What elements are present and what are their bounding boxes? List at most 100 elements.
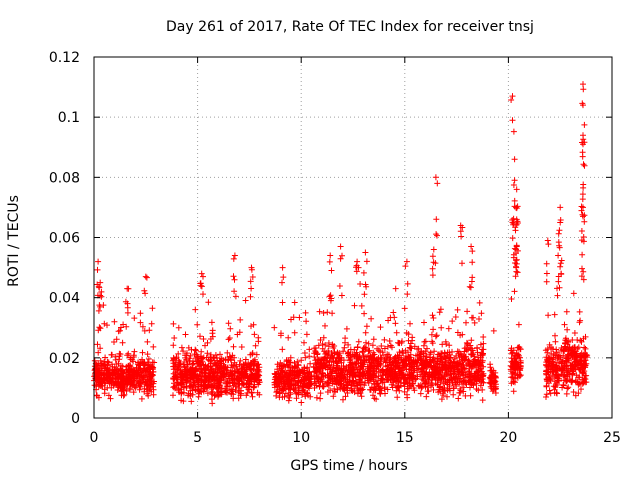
data-point — [580, 102, 586, 109]
data-point — [420, 365, 427, 372]
data-point — [230, 395, 237, 402]
data-point — [345, 349, 352, 356]
data-point — [94, 341, 101, 348]
data-point — [342, 393, 349, 400]
data-point — [575, 390, 582, 397]
data-point — [139, 323, 146, 330]
data-point — [568, 378, 575, 385]
data-point — [415, 353, 422, 359]
data-point — [363, 344, 369, 351]
data-point — [581, 218, 588, 225]
data-points — [91, 81, 591, 407]
data-point — [303, 318, 310, 325]
data-point — [178, 344, 185, 351]
data-point — [574, 361, 581, 368]
data-point — [551, 378, 558, 385]
data-point — [433, 332, 440, 339]
data-point — [113, 336, 120, 343]
data-point — [543, 270, 550, 277]
data-point — [459, 260, 465, 267]
data-point — [204, 390, 211, 397]
data-point — [247, 278, 254, 285]
data-point — [569, 377, 576, 384]
data-point — [512, 273, 519, 280]
data-point — [185, 344, 192, 351]
data-point — [241, 371, 248, 378]
data-point — [459, 224, 466, 231]
data-point — [120, 321, 127, 328]
data-point — [543, 278, 550, 285]
data-point — [578, 338, 585, 345]
data-point — [240, 381, 247, 388]
data-point — [397, 376, 404, 383]
data-point — [430, 326, 437, 333]
data-point — [117, 327, 123, 334]
data-point — [91, 372, 98, 378]
data-point — [405, 331, 412, 338]
data-point — [104, 384, 111, 391]
data-point — [214, 369, 221, 376]
data-point — [430, 386, 437, 393]
data-point — [329, 341, 336, 348]
data-point — [306, 353, 313, 360]
y-tick-labels: 0 0.02 0.04 0.06 0.08 0.1 0.12 — [49, 50, 80, 427]
data-point — [569, 345, 575, 352]
data-point — [179, 377, 186, 383]
data-point — [340, 348, 347, 355]
data-point — [361, 310, 368, 317]
data-point — [580, 161, 587, 168]
data-point — [191, 371, 198, 377]
data-point — [131, 348, 138, 355]
data-point — [418, 383, 425, 390]
data-point — [554, 352, 561, 359]
data-point — [231, 359, 238, 366]
data-point — [578, 386, 584, 393]
data-point — [445, 325, 452, 332]
data-point — [317, 379, 324, 386]
data-point — [372, 381, 379, 388]
data-point — [404, 291, 411, 298]
data-point — [391, 368, 398, 375]
data-point — [302, 391, 308, 398]
data-point — [198, 283, 205, 290]
data-point — [582, 353, 589, 359]
data-point — [492, 390, 499, 396]
data-point — [343, 325, 350, 332]
data-point — [363, 323, 370, 330]
data-point — [198, 361, 205, 368]
data-point — [275, 370, 282, 377]
data-point — [184, 361, 191, 368]
data-point — [216, 365, 223, 372]
data-point — [438, 396, 445, 403]
data-point — [555, 239, 562, 246]
data-point — [273, 389, 280, 396]
data-point — [194, 321, 201, 328]
data-point — [511, 177, 518, 184]
data-point — [322, 342, 329, 348]
data-point — [294, 358, 301, 365]
data-point — [491, 379, 498, 386]
data-point — [324, 371, 331, 378]
data-point — [431, 348, 438, 355]
data-point — [178, 390, 185, 397]
data-point — [555, 273, 562, 280]
data-point — [171, 363, 178, 370]
data-point — [96, 324, 103, 331]
data-point — [188, 398, 195, 405]
data-point — [209, 388, 216, 395]
data-point — [404, 280, 411, 287]
data-point — [105, 359, 112, 366]
data-point — [321, 354, 328, 360]
data-point — [220, 369, 226, 376]
data-point — [546, 387, 553, 394]
data-point — [477, 368, 484, 375]
data-point — [336, 355, 343, 361]
data-point — [370, 376, 377, 383]
data-point — [94, 377, 101, 384]
data-point — [325, 340, 332, 346]
data-point — [384, 386, 391, 393]
data-point — [301, 376, 308, 382]
data-point — [582, 379, 589, 386]
data-point — [306, 381, 313, 388]
data-point — [513, 356, 520, 362]
